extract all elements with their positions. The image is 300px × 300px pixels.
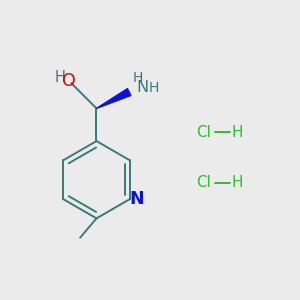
Text: Cl: Cl bbox=[196, 175, 211, 190]
Polygon shape bbox=[97, 88, 131, 108]
Text: N: N bbox=[129, 190, 144, 208]
Text: H: H bbox=[133, 71, 143, 85]
Text: H: H bbox=[232, 125, 243, 140]
Text: H: H bbox=[232, 175, 243, 190]
Text: Cl: Cl bbox=[196, 125, 211, 140]
Text: N: N bbox=[136, 80, 148, 95]
Text: H: H bbox=[149, 81, 159, 94]
Text: H: H bbox=[55, 70, 65, 85]
Text: O: O bbox=[62, 72, 76, 90]
